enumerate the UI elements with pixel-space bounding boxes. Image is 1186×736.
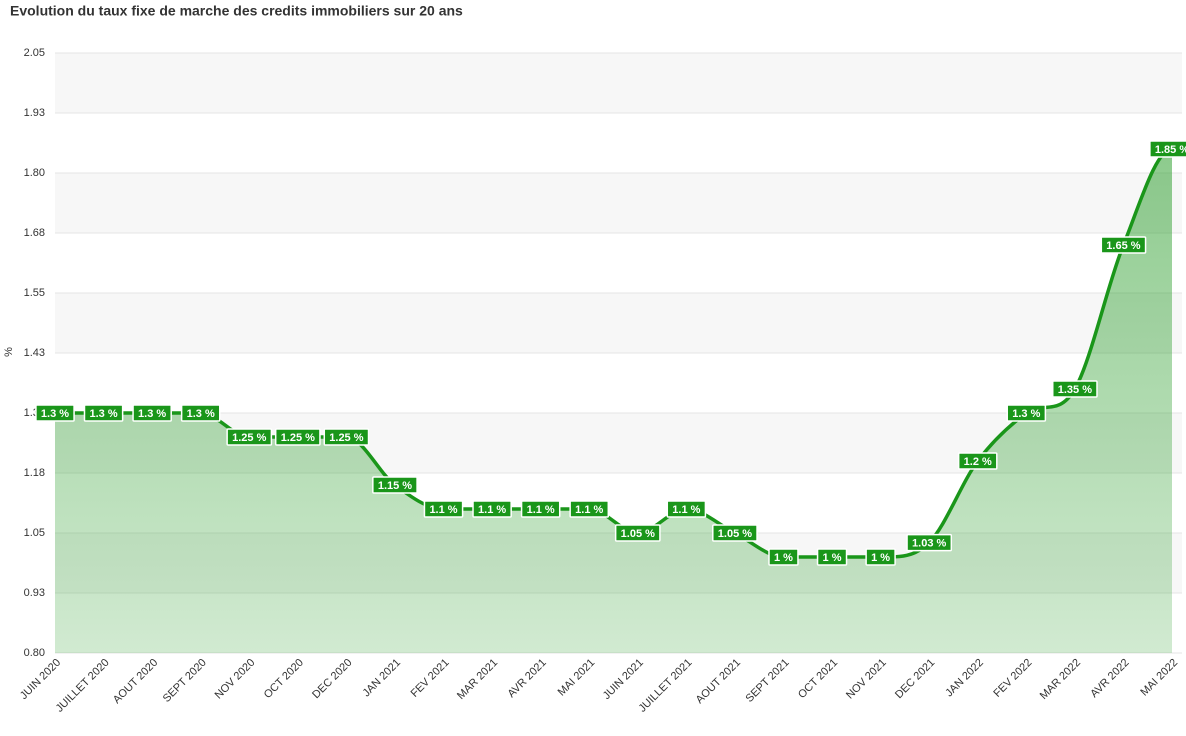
y-tick-label: 1.43 xyxy=(24,347,45,359)
x-tick-label: AVR 2021 xyxy=(505,657,548,700)
data-label-box xyxy=(865,548,896,566)
data-label-box xyxy=(274,428,321,446)
data-label-box xyxy=(132,404,172,422)
data-label-box xyxy=(226,428,273,446)
data-label-box xyxy=(957,452,998,470)
x-tick-label: DEC 2021 xyxy=(893,657,937,701)
data-label: 1.3 % xyxy=(138,408,166,420)
y-tick-label: 1.93 xyxy=(24,107,45,119)
y-tick-label: 1.05 xyxy=(24,527,45,539)
y-tick-label: 1.68 xyxy=(24,227,45,239)
data-label-box xyxy=(1006,404,1047,422)
data-label-box xyxy=(816,548,848,566)
data-label: 1.25 % xyxy=(281,432,315,444)
x-tick-label: AOUT 2020 xyxy=(111,657,160,706)
x-tick-label: OCT 2020 xyxy=(262,657,306,701)
x-tick-label: JAN 2022 xyxy=(943,657,986,700)
data-label: 1.25 % xyxy=(232,432,266,444)
data-label: 1 % xyxy=(871,552,890,564)
data-label: 1.3 % xyxy=(41,408,69,420)
data-label: 1.03 % xyxy=(912,538,946,550)
data-label-box xyxy=(83,404,124,422)
x-tick-label: JUIN 2020 xyxy=(18,657,63,702)
plot-band xyxy=(55,293,1182,353)
y-axis-label: % xyxy=(3,347,15,357)
x-tick-label: MAR 2021 xyxy=(455,657,500,702)
y-tick-label: 2.05 xyxy=(24,47,45,59)
data-label: 1.1 % xyxy=(575,504,603,516)
data-label-box xyxy=(1149,140,1186,158)
data-label: 1.1 % xyxy=(527,504,555,516)
x-tick-label: JUIN 2021 xyxy=(601,657,646,702)
x-tick-label: JAN 2021 xyxy=(360,657,403,700)
x-tick-label: SEPT 2021 xyxy=(744,657,792,705)
x-tick-label: OCT 2021 xyxy=(796,657,840,701)
data-label-box xyxy=(520,500,561,518)
x-tick-label: FEV 2022 xyxy=(991,657,1034,700)
y-tick-label: 1.55 xyxy=(24,287,45,299)
data-label-box xyxy=(1100,236,1147,254)
data-label: 1.35 % xyxy=(1058,384,1092,396)
data-label: 1 % xyxy=(823,552,842,564)
data-label-box xyxy=(180,404,221,422)
data-label: 1.05 % xyxy=(621,528,655,540)
data-label-box xyxy=(614,524,661,542)
plot-band xyxy=(55,173,1182,233)
x-tick-label: SEPT 2020 xyxy=(161,657,209,705)
data-label: 1.1 % xyxy=(672,504,700,516)
x-tick-label: FEV 2021 xyxy=(409,657,452,700)
y-tick-label: 1.80 xyxy=(24,167,45,179)
data-label: 1.85 % xyxy=(1155,144,1186,156)
data-label: 1.3 % xyxy=(187,408,215,420)
x-tick-label: AOUT 2021 xyxy=(694,657,743,706)
data-label-box xyxy=(569,500,610,518)
x-tick-label: DEC 2020 xyxy=(310,657,354,701)
area xyxy=(55,149,1172,653)
data-label: 1 % xyxy=(774,552,793,564)
x-tick-label: NOV 2021 xyxy=(844,657,889,702)
data-label-box xyxy=(666,500,707,518)
data-label: 1.05 % xyxy=(718,528,752,540)
data-label: 1.1 % xyxy=(429,504,457,516)
data-label-box xyxy=(768,548,799,566)
x-tick-label: MAI 2022 xyxy=(1138,657,1180,699)
data-label: 1.2 % xyxy=(964,456,992,468)
data-label-box xyxy=(423,500,464,518)
data-label: 1.25 % xyxy=(329,432,363,444)
data-label-box xyxy=(372,476,418,494)
y-tick-label: 1.18 xyxy=(24,467,45,479)
data-label-box xyxy=(323,428,370,446)
data-label: 1.3 % xyxy=(89,408,117,420)
data-label: 1.1 % xyxy=(478,504,506,516)
data-label-box xyxy=(712,524,758,542)
x-tick-label: MAR 2022 xyxy=(1038,657,1083,702)
plot-band xyxy=(55,53,1182,113)
x-tick-label: NOV 2020 xyxy=(213,657,258,702)
x-tick-label: MAI 2021 xyxy=(556,657,598,699)
data-label-box xyxy=(906,533,953,552)
y-tick-label: 0.93 xyxy=(24,587,45,599)
data-label: 1.65 % xyxy=(1106,240,1140,252)
chart-title: Evolution du taux fixe de marche des cre… xyxy=(10,3,463,19)
data-label-box xyxy=(1051,380,1098,398)
data-label-box xyxy=(35,404,75,422)
data-label: 1.3 % xyxy=(1012,408,1040,420)
data-label: 1.15 % xyxy=(378,480,412,492)
y-tick-label: 0.80 xyxy=(24,647,45,659)
x-tick-label: AVR 2022 xyxy=(1088,657,1131,700)
data-label-box xyxy=(472,500,512,518)
